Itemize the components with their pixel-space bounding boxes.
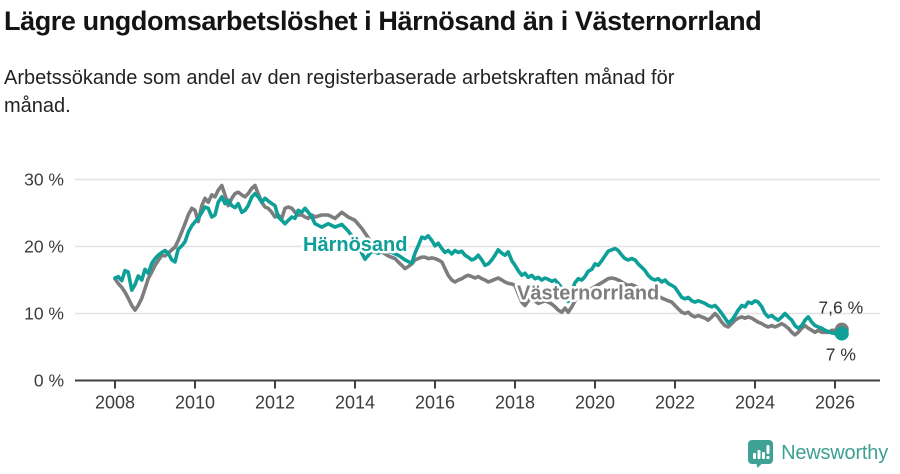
- y-tick-label-30: 30 %: [24, 170, 64, 190]
- end-dot-harnosand: [834, 326, 849, 341]
- x-tick-label-2024: 2024: [735, 393, 775, 413]
- y-tick-label-10: 10 %: [24, 304, 64, 324]
- x-tick-label-2010: 2010: [175, 393, 215, 413]
- x-tick-label-2026: 2026: [815, 393, 855, 413]
- page-title: Lägre ungdomsarbetslöshet i Härnösand än…: [4, 6, 762, 36]
- x-tick-label-2008: 2008: [95, 393, 135, 413]
- end-value-label-harnosand: 7 %: [826, 345, 856, 365]
- x-tick-label-2020: 2020: [575, 393, 615, 413]
- series-label-vasternorrland: Västernorrland: [517, 282, 659, 304]
- bar-chart-speech-badge-icon: [748, 440, 774, 468]
- x-tick-label-2016: 2016: [415, 393, 455, 413]
- x-tick-label-2012: 2012: [255, 393, 295, 413]
- series-label-harnosand: Härnösand: [303, 234, 407, 256]
- newsworthy-logo-text: Newsworthy: [781, 442, 888, 464]
- x-tick-label-2018: 2018: [495, 393, 535, 413]
- end-value-label-vasternorrland: 7,6 %: [818, 298, 863, 318]
- y-tick-label-20: 20 %: [24, 237, 64, 257]
- x-tick-label-2014: 2014: [335, 393, 375, 413]
- series-line-vasternorrland: [113, 183, 844, 337]
- newsworthy-logo: Newsworthy: [747, 439, 888, 468]
- x-tick-label-2022: 2022: [655, 393, 695, 413]
- y-tick-label-0: 0 %: [34, 371, 64, 391]
- chart-subtitle: Arbetssökande som andel av den registerb…: [4, 67, 675, 118]
- series-line-harnosand: [113, 191, 844, 337]
